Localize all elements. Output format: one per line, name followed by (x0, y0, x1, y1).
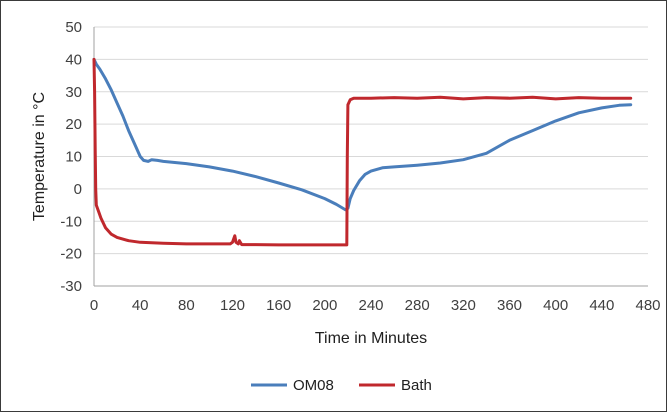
y-tick-label: 40 (65, 51, 82, 68)
y-tick-label: -20 (60, 246, 82, 263)
y-tick-label: 20 (65, 116, 82, 133)
legend-item-om08: OM08 (251, 377, 334, 394)
x-tick-label: 0 (90, 297, 98, 314)
legend-label: OM08 (293, 377, 334, 394)
x-tick-label: 320 (451, 297, 476, 314)
y-tick-label: 30 (65, 84, 82, 101)
y-tick-labels: -30 -20 -10 0 10 20 30 40 50 (60, 19, 82, 295)
x-tick-label: 200 (312, 297, 337, 314)
series-line-om08 (92, 57, 633, 212)
series-line-bath (92, 57, 633, 247)
gridlines (94, 26, 648, 287)
legend-item-bath: Bath (359, 377, 432, 394)
x-tick-label: 160 (266, 297, 291, 314)
y-axis-title: Temperature in °C (31, 92, 48, 221)
x-tick-label: 240 (358, 297, 383, 314)
legend: OM08 Bath (251, 377, 432, 394)
x-tick-label: 120 (220, 297, 245, 314)
series-lines (92, 57, 633, 247)
x-tick-label: 40 (132, 297, 149, 314)
x-tick-labels: 0 40 80 120 160 200 240 280 320 360 400 440 480 (90, 297, 661, 314)
y-tick-label: -30 (60, 278, 82, 295)
x-tick-label: 280 (405, 297, 430, 314)
x-axis-title: Time in Minutes (315, 330, 427, 347)
x-tick-label: 400 (543, 297, 568, 314)
y-tick-label: -10 (60, 213, 82, 230)
y-tick-label: 0 (74, 181, 82, 198)
x-tick-label: 480 (635, 297, 660, 314)
y-tick-label: 50 (65, 19, 82, 36)
x-tick-label: 360 (497, 297, 522, 314)
y-tick-label: 10 (65, 149, 82, 166)
x-tick-label: 440 (589, 297, 614, 314)
x-tick-label: 80 (178, 297, 195, 314)
legend-label: Bath (401, 377, 432, 394)
